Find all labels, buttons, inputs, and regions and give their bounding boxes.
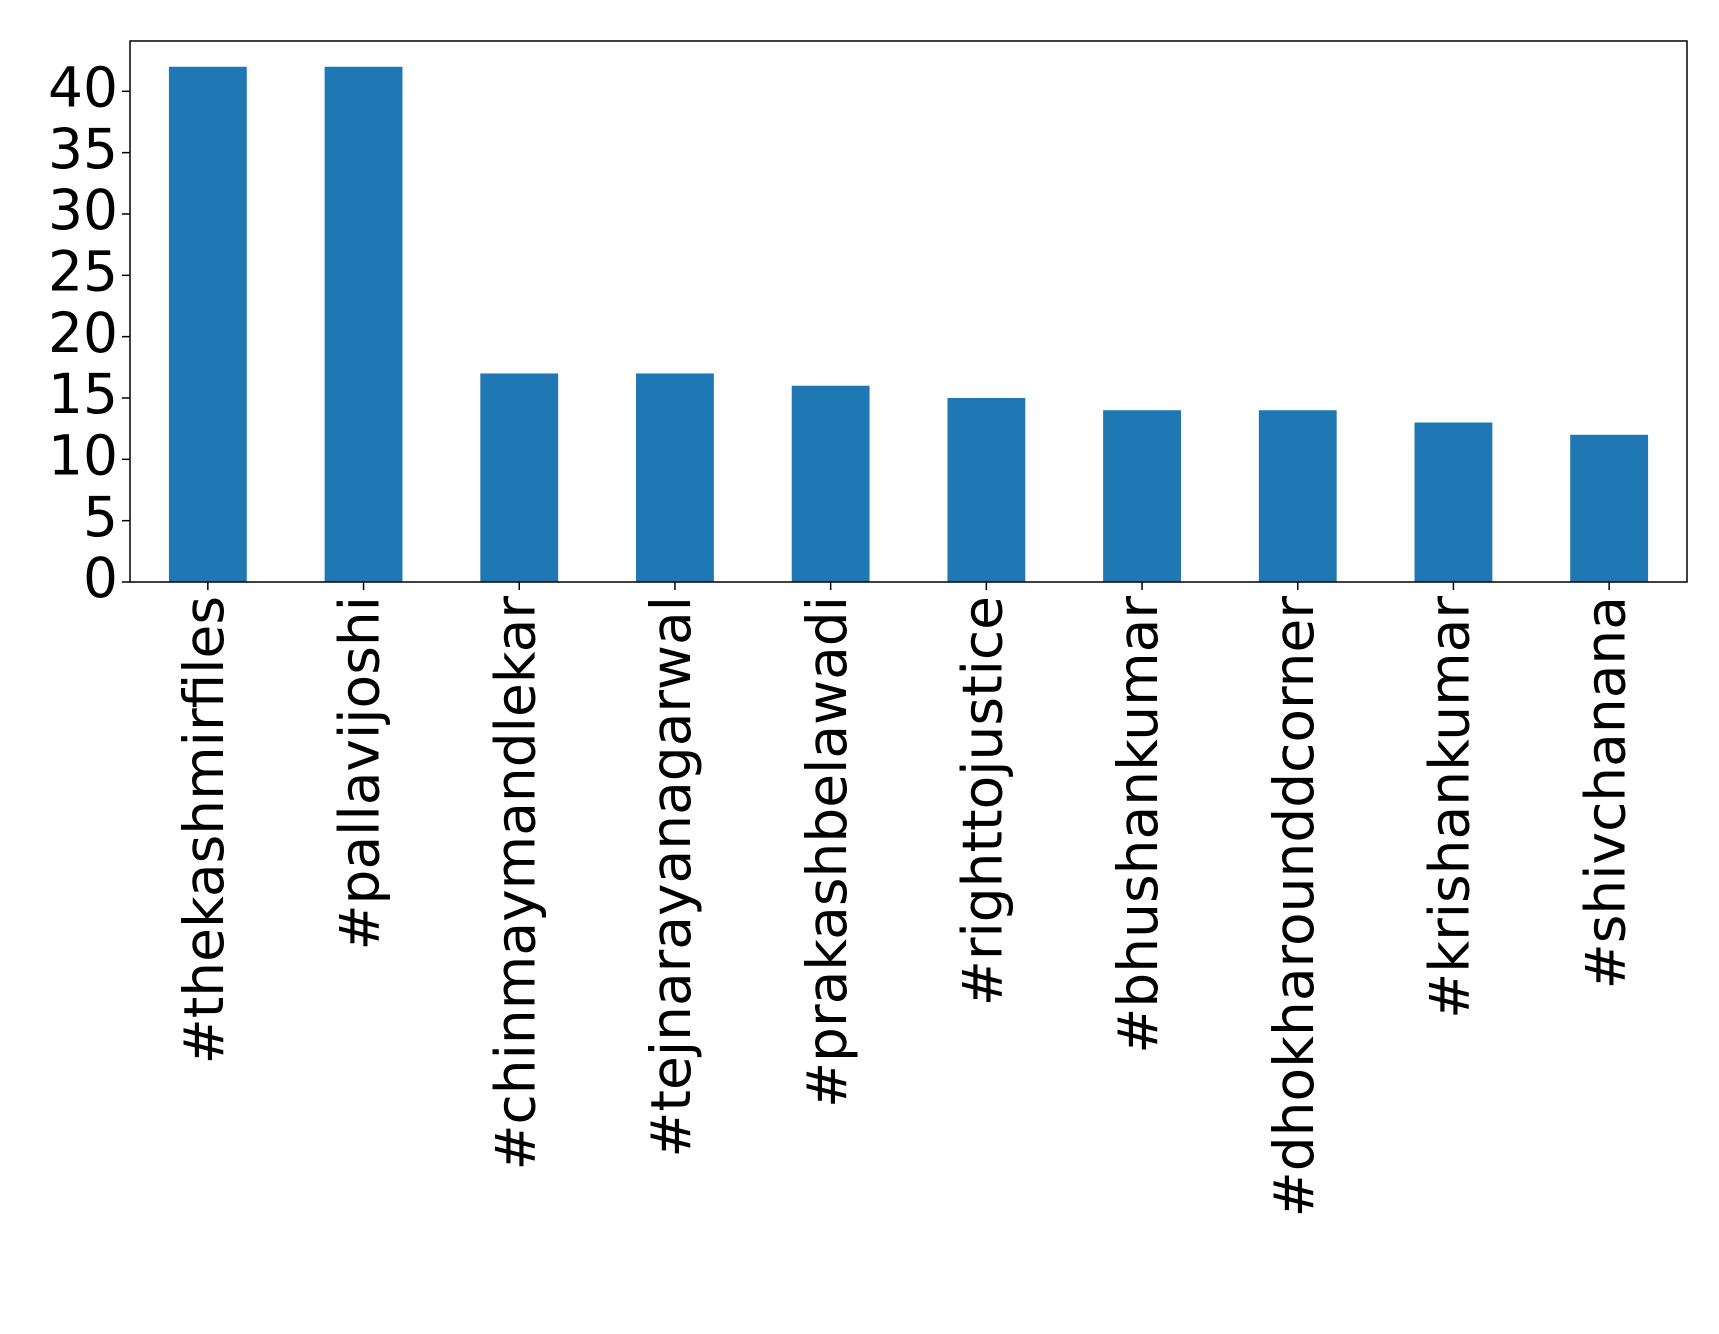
plot-frame <box>129 40 1688 583</box>
bar <box>1570 434 1649 582</box>
x-tick-label: #bhushankumar <box>1106 596 1170 1054</box>
y-tick-label: 35 <box>48 117 118 181</box>
y-tick-label: 15 <box>48 362 118 426</box>
bar <box>1258 410 1337 582</box>
y-tick-label: 20 <box>48 301 118 365</box>
y-tick-label: 30 <box>48 178 118 242</box>
bar <box>324 66 403 582</box>
x-tick-label: #chinmaymandlekar <box>483 596 547 1171</box>
bar <box>636 373 714 582</box>
x-tick-label: #dhokharounddcorner <box>1262 596 1326 1218</box>
y-tick-label: 25 <box>48 239 118 303</box>
x-tick-label: #righttojustice <box>950 596 1014 1006</box>
x-tick-label: #thekashmirfiles <box>172 596 236 1064</box>
x-tick-label: #krishankumar <box>1418 596 1482 1019</box>
bar <box>168 66 247 582</box>
bar <box>947 397 1026 582</box>
y-tick-label: 5 <box>83 485 118 549</box>
y-tick-label: 10 <box>48 423 118 487</box>
x-tick-label: #pallavijoshi <box>328 596 392 951</box>
bar <box>791 385 870 582</box>
x-tick-label: #prakashbelawadi <box>795 596 859 1108</box>
y-tick-label: 40 <box>48 55 118 119</box>
bar <box>1103 410 1181 582</box>
x-tick-label: #shivchanana <box>1573 596 1637 989</box>
bar <box>1414 422 1493 582</box>
bar <box>480 373 559 582</box>
y-tick-label: 0 <box>83 546 118 610</box>
x-tick-label: #tejnarayanagarwal <box>639 596 703 1158</box>
